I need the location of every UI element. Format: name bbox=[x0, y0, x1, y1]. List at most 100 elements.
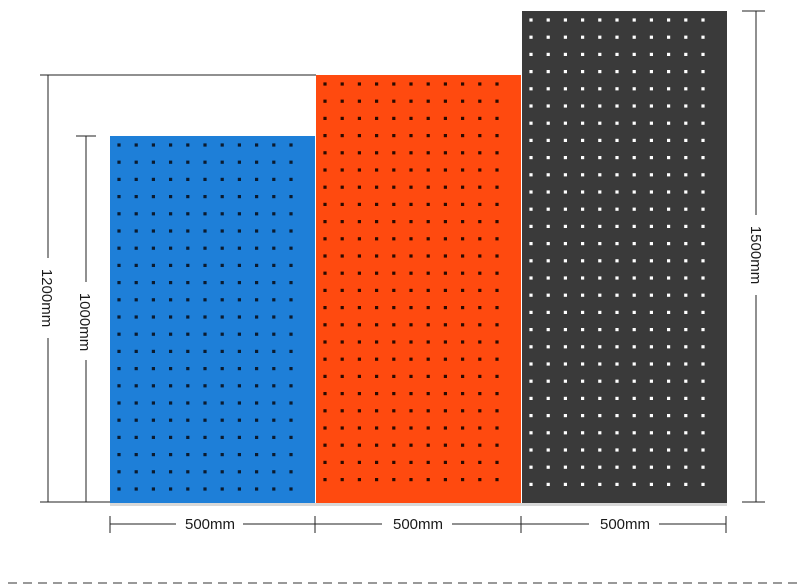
peg-hole bbox=[461, 460, 465, 464]
peg-hole bbox=[117, 418, 121, 422]
peg-hole bbox=[237, 263, 241, 267]
peg-hole bbox=[529, 293, 533, 297]
peg-hole bbox=[461, 254, 465, 258]
peg-hole bbox=[667, 276, 671, 280]
peg-hole bbox=[684, 379, 688, 383]
peg-hole bbox=[701, 310, 705, 314]
peg-hole bbox=[426, 99, 430, 103]
peg-hole bbox=[426, 374, 430, 378]
peg-hole bbox=[220, 143, 224, 147]
peg-hole bbox=[186, 453, 190, 457]
peg-hole bbox=[581, 173, 585, 177]
peg-hole bbox=[272, 384, 276, 388]
peg-hole bbox=[340, 202, 344, 206]
peg-hole bbox=[134, 315, 138, 319]
peg-hole bbox=[581, 259, 585, 263]
peg-hole bbox=[340, 478, 344, 482]
peg-hole bbox=[375, 392, 379, 396]
peg-hole bbox=[684, 104, 688, 108]
peg-hole bbox=[392, 323, 396, 327]
height-dimension-1000 bbox=[76, 135, 96, 502]
peg-hole bbox=[598, 448, 602, 452]
peg-hole bbox=[632, 121, 636, 125]
peg-hole bbox=[323, 220, 327, 224]
peg-hole bbox=[375, 220, 379, 224]
peg-hole bbox=[357, 99, 361, 103]
peg-hole bbox=[289, 229, 293, 233]
peg-hole bbox=[684, 156, 688, 160]
peg-hole bbox=[289, 453, 293, 457]
peg-hole bbox=[529, 70, 533, 74]
peg-hole bbox=[443, 374, 447, 378]
peg-hole bbox=[546, 70, 550, 74]
peg-hole bbox=[649, 207, 653, 211]
peg-hole bbox=[169, 143, 173, 147]
black-pegboard-panel bbox=[522, 11, 727, 503]
peg-hole bbox=[581, 414, 585, 418]
peg-hole bbox=[649, 396, 653, 400]
peg-hole bbox=[289, 349, 293, 353]
peg-hole bbox=[375, 460, 379, 464]
peg-hole bbox=[426, 478, 430, 482]
peg-hole bbox=[701, 121, 705, 125]
peg-hole bbox=[169, 332, 173, 336]
peg-hole bbox=[237, 435, 241, 439]
peg-hole bbox=[461, 409, 465, 413]
peg-hole bbox=[255, 401, 259, 405]
peg-hole bbox=[701, 362, 705, 366]
peg-hole bbox=[529, 35, 533, 39]
peg-hole bbox=[289, 401, 293, 405]
peg-hole bbox=[615, 465, 619, 469]
peg-hole bbox=[186, 401, 190, 405]
peg-hole bbox=[632, 362, 636, 366]
peg-hole bbox=[117, 195, 121, 199]
peg-hole bbox=[478, 99, 482, 103]
peg-hole bbox=[134, 332, 138, 336]
peg-hole bbox=[392, 134, 396, 138]
peg-hole bbox=[134, 246, 138, 250]
peg-hole bbox=[649, 156, 653, 160]
peg-hole bbox=[340, 357, 344, 361]
peg-hole bbox=[461, 220, 465, 224]
peg-hole bbox=[632, 138, 636, 142]
peg-hole bbox=[186, 281, 190, 285]
peg-hole bbox=[563, 276, 567, 280]
peg-hole bbox=[272, 229, 276, 233]
peg-hole bbox=[375, 134, 379, 138]
peg-hole bbox=[255, 384, 259, 388]
peg-hole bbox=[615, 138, 619, 142]
peg-hole bbox=[409, 306, 413, 310]
peg-hole bbox=[461, 323, 465, 327]
peg-hole bbox=[255, 160, 259, 164]
peg-hole bbox=[169, 487, 173, 491]
peg-hole bbox=[203, 384, 207, 388]
peg-hole bbox=[598, 362, 602, 366]
peg-hole bbox=[649, 362, 653, 366]
peg-hole bbox=[186, 177, 190, 181]
peg-hole bbox=[461, 116, 465, 120]
peg-hole bbox=[220, 177, 224, 181]
height-label-1500mm: 1500mm bbox=[747, 226, 764, 284]
peg-hole bbox=[220, 263, 224, 267]
peg-hole bbox=[117, 160, 121, 164]
peg-hole bbox=[598, 190, 602, 194]
peg-hole bbox=[272, 281, 276, 285]
peg-hole bbox=[340, 134, 344, 138]
peg-hole bbox=[169, 401, 173, 405]
peg-hole bbox=[340, 288, 344, 292]
peg-hole bbox=[581, 293, 585, 297]
peg-hole bbox=[546, 259, 550, 263]
peg-hole bbox=[546, 482, 550, 486]
peg-hole bbox=[632, 345, 636, 349]
peg-hole bbox=[392, 116, 396, 120]
peg-hole bbox=[461, 392, 465, 396]
peg-hole bbox=[495, 168, 499, 172]
peg-hole bbox=[701, 482, 705, 486]
peg-hole bbox=[581, 431, 585, 435]
peg-hole bbox=[169, 384, 173, 388]
peg-hole bbox=[426, 288, 430, 292]
peg-hole bbox=[478, 202, 482, 206]
peg-hole bbox=[255, 487, 259, 491]
peg-hole bbox=[667, 465, 671, 469]
peg-hole bbox=[563, 156, 567, 160]
